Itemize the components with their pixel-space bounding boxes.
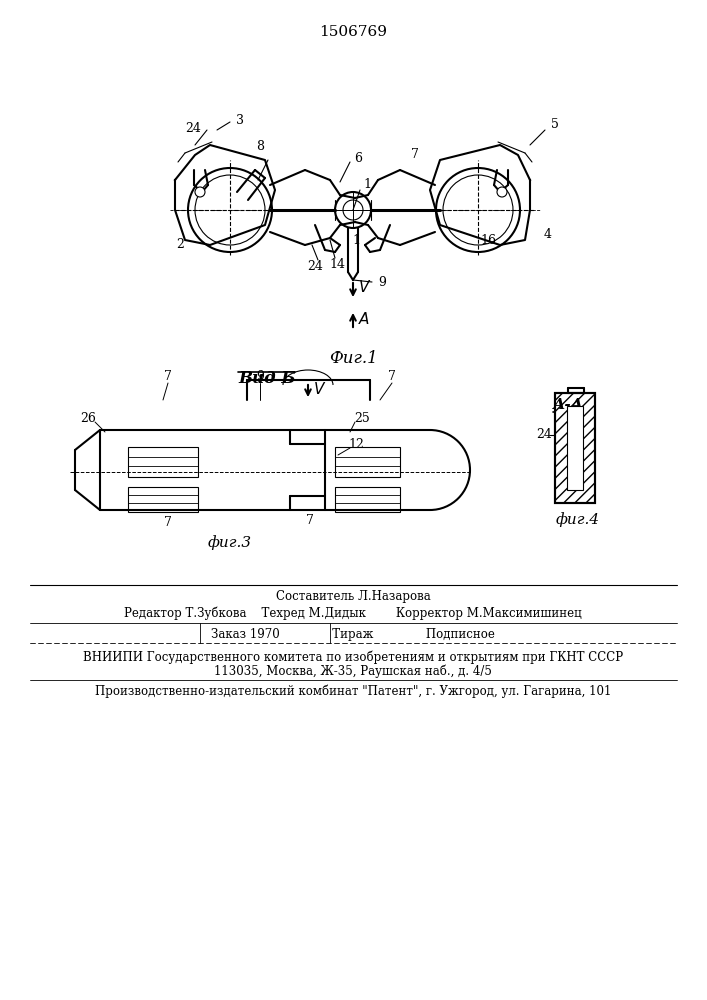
Text: 6: 6 bbox=[354, 151, 362, 164]
Bar bbox=[555, 393, 595, 503]
Text: 24: 24 bbox=[307, 260, 323, 273]
Text: 7: 7 bbox=[411, 148, 419, 161]
Text: 9: 9 bbox=[378, 275, 386, 288]
Text: 24: 24 bbox=[536, 428, 552, 442]
Text: 25: 25 bbox=[354, 412, 370, 424]
Text: 16: 16 bbox=[480, 234, 496, 247]
Text: фиг.4: фиг.4 bbox=[556, 512, 600, 527]
Circle shape bbox=[195, 187, 205, 197]
Text: Вид Б: Вид Б bbox=[238, 370, 296, 387]
Text: 14: 14 bbox=[329, 257, 345, 270]
Text: Редактор Т.Зубкова    Техред М.Дидык        Корректор М.Максимишинец: Редактор Т.Зубкова Техред М.Дидык Коррек… bbox=[124, 607, 582, 620]
Text: 8: 8 bbox=[256, 140, 264, 153]
Text: 24: 24 bbox=[185, 121, 201, 134]
Bar bbox=[555, 393, 595, 503]
Text: 1506769: 1506769 bbox=[319, 25, 387, 39]
Text: 7: 7 bbox=[164, 370, 172, 383]
Text: 5: 5 bbox=[551, 118, 559, 131]
Text: V: V bbox=[359, 280, 369, 296]
Bar bbox=[335, 447, 400, 477]
Text: 1: 1 bbox=[363, 178, 371, 192]
Text: A: A bbox=[359, 312, 369, 328]
Text: 113035, Москва, Ж-35, Раушская наб., д. 4/5: 113035, Москва, Ж-35, Раушская наб., д. … bbox=[214, 665, 492, 678]
Text: 1: 1 bbox=[352, 233, 360, 246]
Bar bbox=[335, 487, 400, 512]
Text: А-А: А-А bbox=[552, 398, 583, 412]
Text: 7: 7 bbox=[388, 370, 396, 383]
Bar bbox=[128, 447, 198, 477]
Text: 12: 12 bbox=[348, 438, 364, 452]
Text: V: V bbox=[314, 381, 325, 396]
Text: Производственно-издательский комбинат "Патент", г. Ужгород, ул. Гагарина, 101: Производственно-издательский комбинат "П… bbox=[95, 685, 611, 698]
Text: 7: 7 bbox=[164, 516, 172, 528]
Text: 26: 26 bbox=[80, 412, 96, 424]
Text: Фиг.1: Фиг.1 bbox=[329, 350, 378, 367]
Bar bbox=[128, 487, 198, 512]
Text: 2: 2 bbox=[176, 238, 184, 251]
Text: 9: 9 bbox=[256, 370, 264, 383]
Text: 7: 7 bbox=[306, 514, 314, 526]
Text: Заказ 1970              Тираж              Подписное: Заказ 1970 Тираж Подписное bbox=[211, 628, 495, 641]
Bar bbox=[567, 406, 583, 490]
Text: 3: 3 bbox=[236, 113, 244, 126]
Text: фиг.3: фиг.3 bbox=[208, 535, 252, 550]
Text: Составитель Л.Назарова: Составитель Л.Назарова bbox=[276, 590, 431, 603]
Text: ВНИИПИ Государственного комитета по изобретениям и открытиям при ГКНТ СССР: ВНИИПИ Государственного комитета по изоб… bbox=[83, 650, 623, 664]
Text: 4: 4 bbox=[544, 228, 552, 240]
Circle shape bbox=[497, 187, 507, 197]
